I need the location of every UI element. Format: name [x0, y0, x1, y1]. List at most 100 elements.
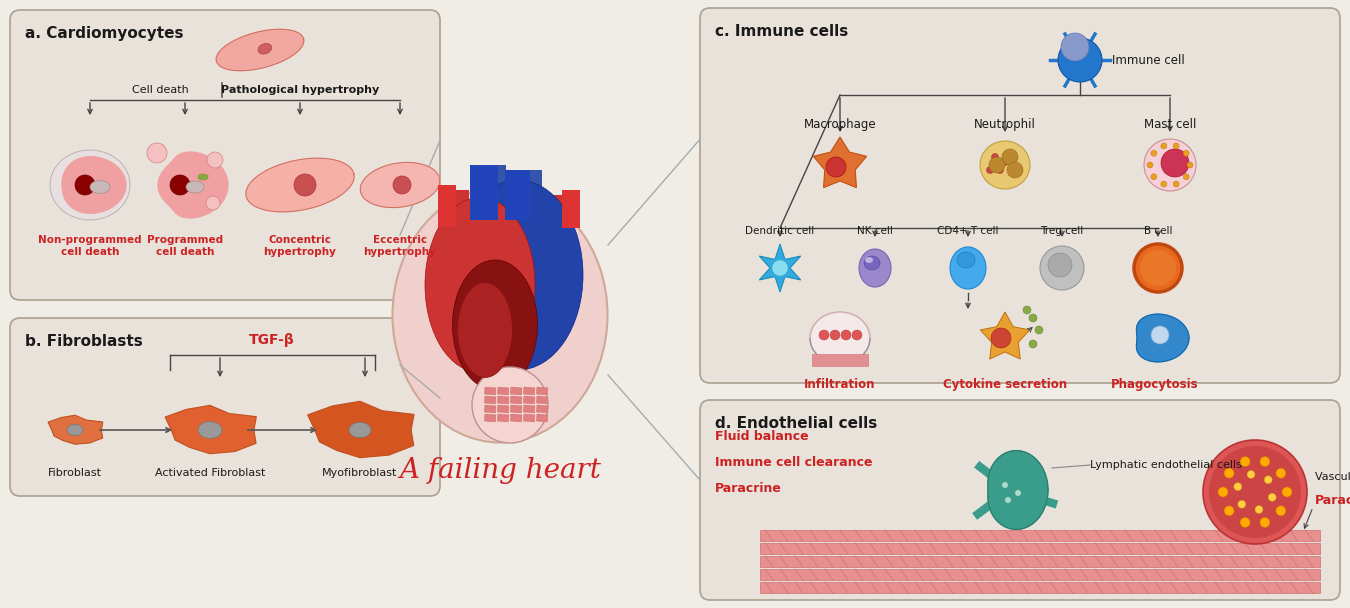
Bar	[485, 405, 495, 413]
Polygon shape	[216, 29, 304, 71]
Circle shape	[1002, 149, 1018, 165]
Ellipse shape	[198, 174, 208, 180]
Circle shape	[1029, 314, 1037, 322]
Ellipse shape	[454, 180, 583, 370]
Bar	[760, 569, 1320, 580]
Circle shape	[1029, 340, 1037, 348]
Ellipse shape	[950, 247, 986, 289]
Circle shape	[1276, 506, 1287, 516]
Circle shape	[1040, 246, 1084, 290]
Circle shape	[772, 260, 788, 276]
FancyBboxPatch shape	[701, 8, 1341, 383]
Text: b. Fibroblasts: b. Fibroblasts	[26, 334, 143, 349]
Circle shape	[1260, 457, 1270, 466]
Circle shape	[1183, 150, 1189, 156]
Bar	[536, 414, 548, 422]
Circle shape	[987, 167, 994, 173]
Bar	[536, 405, 548, 413]
Text: Macrophage: Macrophage	[803, 118, 876, 131]
Ellipse shape	[50, 150, 130, 220]
Circle shape	[170, 175, 190, 195]
Circle shape	[830, 330, 840, 340]
Polygon shape	[158, 152, 228, 218]
Ellipse shape	[957, 252, 975, 268]
Circle shape	[1260, 517, 1270, 527]
Bar	[437, 185, 456, 227]
Circle shape	[996, 167, 1003, 173]
Bar	[514, 170, 541, 220]
Circle shape	[1061, 33, 1089, 61]
Circle shape	[147, 143, 167, 163]
Text: NK cell: NK cell	[857, 226, 892, 236]
Circle shape	[1139, 250, 1176, 286]
Circle shape	[1264, 476, 1272, 484]
Circle shape	[207, 152, 223, 168]
Text: CD4+ T cell: CD4+ T cell	[937, 226, 999, 236]
Circle shape	[1161, 143, 1166, 149]
Circle shape	[1187, 162, 1193, 168]
Text: Neutrophil: Neutrophil	[975, 118, 1035, 131]
Polygon shape	[360, 162, 440, 207]
Text: Cell death: Cell death	[131, 85, 189, 95]
Ellipse shape	[980, 141, 1030, 189]
Circle shape	[1015, 490, 1021, 496]
Bar	[505, 170, 531, 220]
Text: Programmed
cell death: Programmed cell death	[147, 235, 223, 257]
Circle shape	[1014, 170, 1021, 176]
Bar	[760, 543, 1320, 554]
Bar	[470, 165, 498, 220]
Text: Fibroblast: Fibroblast	[49, 468, 103, 478]
Polygon shape	[759, 244, 801, 292]
Circle shape	[819, 330, 829, 340]
Polygon shape	[980, 312, 1030, 359]
Text: Fluid balance: Fluid balance	[716, 429, 809, 443]
Ellipse shape	[90, 181, 109, 193]
Bar	[524, 414, 535, 422]
Bar	[760, 582, 1320, 593]
PathPatch shape	[165, 406, 256, 454]
Circle shape	[1150, 150, 1157, 156]
Text: Eccentric
hypertrophy: Eccentric hypertrophy	[363, 235, 436, 257]
Circle shape	[1224, 468, 1234, 478]
Text: Pathological hypertrophy: Pathological hypertrophy	[221, 85, 379, 95]
Bar	[562, 190, 580, 228]
Circle shape	[1173, 181, 1179, 187]
Circle shape	[1256, 505, 1264, 514]
Circle shape	[1143, 139, 1196, 191]
Text: d. Endothelial cells: d. Endothelial cells	[716, 416, 878, 431]
Circle shape	[841, 330, 850, 340]
Circle shape	[1134, 244, 1183, 292]
Circle shape	[1183, 174, 1189, 180]
Bar	[510, 396, 522, 404]
Bar	[524, 396, 535, 404]
Circle shape	[1203, 440, 1307, 544]
Text: TGF-β: TGF-β	[250, 333, 294, 347]
Text: Paracrine: Paracrine	[1315, 494, 1350, 506]
Bar	[485, 387, 495, 395]
Text: Paracrine: Paracrine	[716, 482, 782, 494]
Circle shape	[1282, 487, 1292, 497]
Circle shape	[1161, 181, 1166, 187]
Bar	[510, 414, 522, 422]
Bar	[485, 414, 495, 422]
Ellipse shape	[859, 249, 891, 287]
Bar	[485, 396, 495, 404]
Circle shape	[1058, 38, 1102, 82]
Bar	[497, 396, 509, 404]
Ellipse shape	[198, 421, 221, 438]
Circle shape	[1247, 471, 1256, 478]
Circle shape	[991, 328, 1011, 348]
Polygon shape	[988, 451, 1048, 530]
Text: Lymphatic endothelial cells: Lymphatic endothelial cells	[1089, 460, 1242, 470]
Text: Infiltration: Infiltration	[805, 378, 876, 391]
Bar	[497, 405, 509, 413]
Text: Treg cell: Treg cell	[1041, 226, 1084, 236]
Text: B cell: B cell	[1143, 226, 1172, 236]
Text: Activated Fibroblast: Activated Fibroblast	[155, 468, 265, 478]
Circle shape	[1224, 506, 1234, 516]
Circle shape	[1161, 149, 1189, 177]
Text: Cytokine secretion: Cytokine secretion	[942, 378, 1066, 391]
Circle shape	[1007, 162, 1023, 178]
Circle shape	[393, 176, 410, 194]
Bar	[760, 530, 1320, 541]
